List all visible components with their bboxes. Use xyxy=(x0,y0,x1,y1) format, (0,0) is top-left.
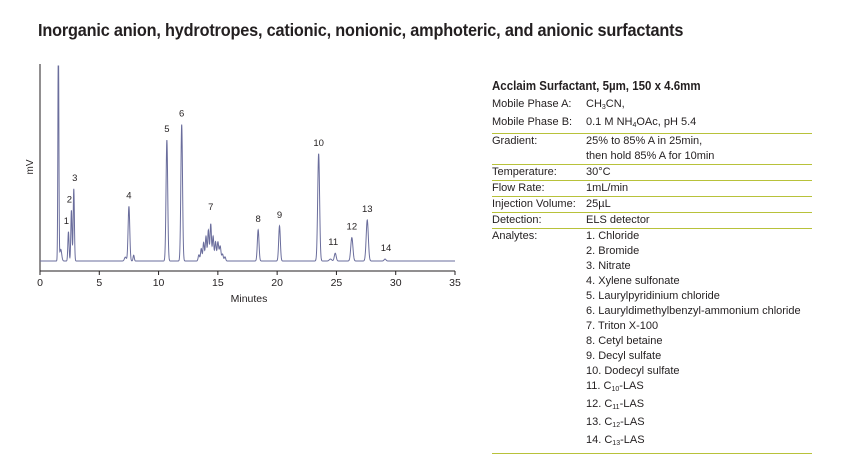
page-title: Inorganic anion, hydrotropes, cationic, … xyxy=(38,20,684,40)
analyte-item: 12. C11-LAS xyxy=(586,398,645,411)
temperature-label: Temperature: xyxy=(492,166,557,178)
peak-label: 13 xyxy=(362,204,373,215)
analyte-item: 13. C12-LAS xyxy=(586,416,645,429)
mobile-phase-b-row: Mobile Phase B: 0.1 M NH4OAc, pH 5.4 xyxy=(492,115,812,134)
analyte-item: 14. C13-LAS xyxy=(586,434,645,447)
analytes-label: Analytes: xyxy=(492,230,538,242)
analyte-item: 4. Xylene sulfonate xyxy=(586,275,680,287)
analyte-item: 10. Dodecyl sulfate xyxy=(586,365,680,377)
injection-volume-label: Injection Volume: xyxy=(492,198,576,210)
column-title: Acclaim Surfactant, 5µm, 150 x 4.6mm xyxy=(492,79,701,93)
peak-label: 8 xyxy=(256,214,261,225)
x-tick-label: 20 xyxy=(271,277,283,289)
analytes-row: Analytes: 1. Chloride xyxy=(492,229,812,244)
peak-label: 12 xyxy=(347,222,358,233)
temperature-row: Temperature: 30°C xyxy=(492,165,812,181)
y-axis-label: mV xyxy=(25,159,36,174)
analyte-item: 6. Lauryldimethylbenzyl-ammonium chlorid… xyxy=(586,305,801,317)
x-axis-label: Minutes xyxy=(231,293,268,305)
peak-label: 1 xyxy=(64,216,69,227)
x-tick-label: 15 xyxy=(212,277,224,289)
injection-volume-value: 25µL xyxy=(586,198,611,210)
peak-label: 7 xyxy=(208,202,213,213)
peak-label: 2 xyxy=(67,194,72,205)
analyte-list: 2. Bromide 3. Nitrate 4. Xylene sulfonate 5… xyxy=(492,244,812,451)
detection-value: ELS detector xyxy=(586,214,650,226)
analyte-item: 9. Decyl sulfate xyxy=(586,350,662,362)
injection-volume-row: Injection Volume: 25µL xyxy=(492,197,812,213)
analyte-first: 1. Chloride xyxy=(586,230,640,242)
method-info-panel: Acclaim Surfactant, 5µm, 150 x 4.6mm Mob… xyxy=(492,79,812,454)
analyte-item: 5. Laurylpyridinium chloride xyxy=(586,290,720,302)
peak-label: 3 xyxy=(72,173,77,184)
peak-label: 14 xyxy=(381,243,392,254)
gradient-label: Gradient: xyxy=(492,135,538,147)
temperature-value: 30°C xyxy=(586,166,611,178)
detection-row: Detection: ELS detector xyxy=(492,213,812,229)
mobile-phase-b-value: 0.1 M NH4OAc, pH 5.4 xyxy=(586,116,697,129)
x-tick-label: 25 xyxy=(331,277,343,289)
peak-label: 4 xyxy=(126,190,131,201)
mobile-phase-a-label: Mobile Phase A: xyxy=(492,98,572,110)
flow-rate-label: Flow Rate: xyxy=(492,182,545,194)
peak-label: 9 xyxy=(277,210,282,221)
x-tick-label: 30 xyxy=(390,277,402,289)
peak-label: 5 xyxy=(164,124,169,135)
peak-label: 11 xyxy=(328,237,338,248)
analyte-item: 8. Cetyl betaine xyxy=(586,335,663,347)
x-tick-label: 5 xyxy=(96,277,102,289)
x-axis-ticks: 0 5 10 15 20 25 30 35 xyxy=(37,271,461,289)
gradient-row: Gradient: 25% to 85% A in 25min, then hol… xyxy=(492,134,812,165)
analyte-item: 3. Nitrate xyxy=(586,260,631,272)
chart-axes xyxy=(39,64,455,272)
flow-rate-row: Flow Rate: 1mL/min xyxy=(492,181,812,197)
mobile-phase-a-row: Mobile Phase A: CH3CN, xyxy=(492,97,812,115)
analyte-item: 2. Bromide xyxy=(586,245,640,257)
detection-label: Detection: xyxy=(492,214,542,226)
x-tick-label: 0 xyxy=(37,277,43,289)
analyte-item: 11. C10-LAS xyxy=(586,380,644,393)
x-tick-label: 10 xyxy=(153,277,165,289)
mobile-phase-b-label: Mobile Phase B: xyxy=(492,116,573,128)
x-tick-label: 35 xyxy=(449,277,461,289)
flow-rate-value: 1mL/min xyxy=(586,182,629,194)
chromatogram-trace xyxy=(40,65,455,262)
peak-label: 10 xyxy=(313,138,324,149)
peak-label: 6 xyxy=(179,109,184,120)
analyte-item: 7. Triton X-100 xyxy=(586,320,659,332)
gradient-value: 25% to 85% A in 25min, then hold 85% A fo… xyxy=(586,135,715,162)
mobile-phase-a-value: CH3CN, xyxy=(586,98,625,111)
